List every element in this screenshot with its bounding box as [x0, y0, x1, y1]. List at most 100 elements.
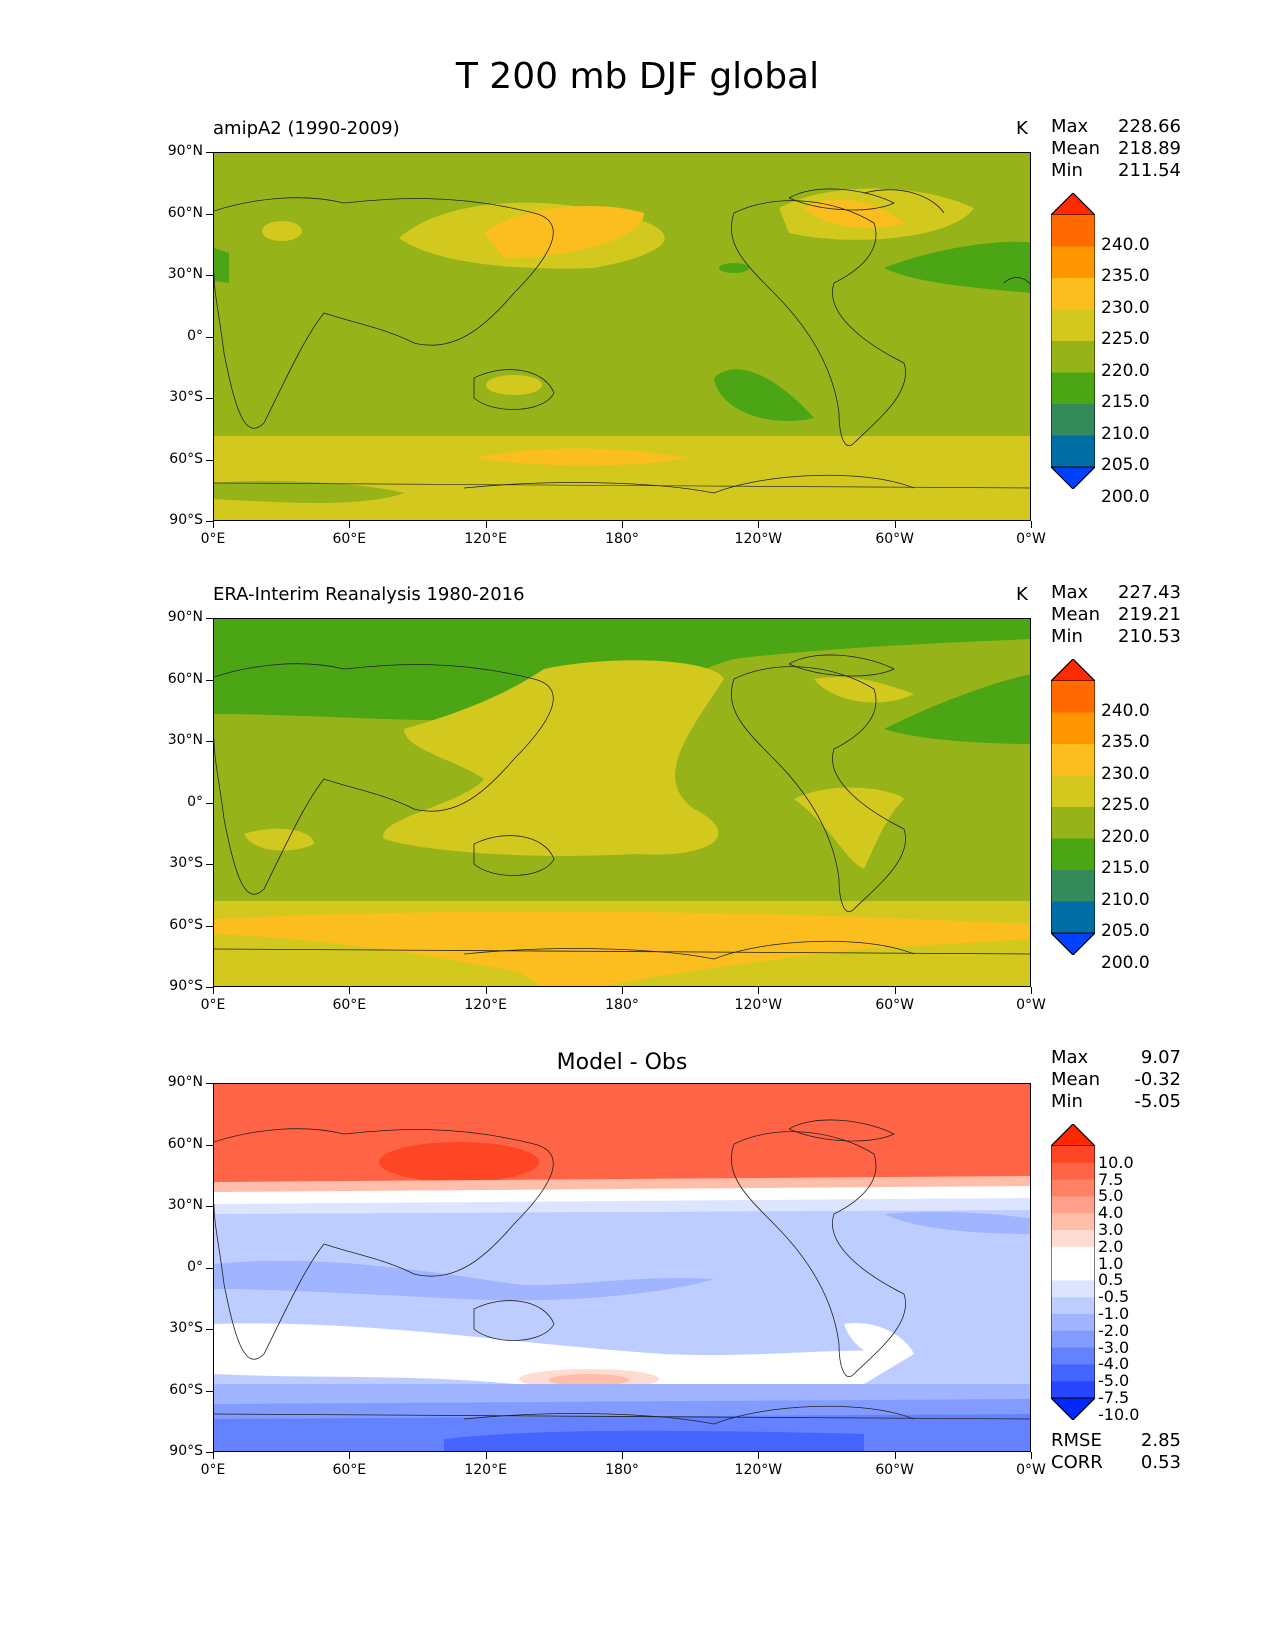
colorbar-segment: [1051, 681, 1095, 713]
colorbar-label: 210.0: [1101, 423, 1150, 444]
x-tick-label: 180°: [605, 531, 639, 547]
colorbar-segment: [1051, 1364, 1095, 1382]
y-tick-mark: [206, 1206, 213, 1207]
colorbar-label: 235.0: [1101, 732, 1150, 752]
colorbar-label: 210.0: [1101, 889, 1150, 910]
x-tick-label: 60°W: [875, 997, 914, 1013]
colorbar-segment: [1051, 1347, 1095, 1365]
x-tick-label: 60°E: [332, 1462, 367, 1478]
y-tick-label: 0°: [187, 1258, 203, 1275]
x-tick-label: 60°E: [332, 997, 367, 1013]
x-tick-mark: [758, 987, 760, 994]
colorbar-segment: [1051, 372, 1095, 405]
colorbar-segment: [1051, 870, 1095, 902]
colorbar-segment: [1051, 435, 1095, 468]
x-tick-label: 120°E: [464, 997, 507, 1013]
y-tick-label: 90°N: [167, 1074, 203, 1090]
y-tick-mark: [206, 1083, 213, 1084]
colorbar-extend-bottom: [1051, 1397, 1095, 1420]
colorbar-label: 220.0: [1101, 826, 1150, 847]
x-tick-mark: [622, 521, 623, 528]
stats-box: Max 9.07 Mean -0.32 Min -5.05: [1051, 1047, 1181, 1113]
stat-max: 227.43: [1118, 582, 1181, 603]
y-tick-label: 60°S: [169, 1381, 203, 1398]
colorbar-label: 205.0: [1101, 455, 1150, 475]
colorbar-diff: [1051, 1124, 1095, 1420]
colorbar-label: 3.0: [1098, 1220, 1124, 1239]
x-tick-label: 120°W: [734, 531, 783, 547]
colorbar-label: 5.0: [1098, 1186, 1124, 1206]
x-tick-label: 60°W: [875, 1462, 914, 1478]
y-tick-label: 90°N: [167, 609, 203, 625]
y-tick-label: 30°N: [167, 732, 203, 748]
colorbar-extend-top: [1051, 1124, 1095, 1147]
x-tick-label: 0°E: [200, 531, 226, 547]
colorbar-segment: [1051, 838, 1095, 871]
x-tick-mark: [622, 987, 623, 994]
y-tick-mark: [206, 1267, 213, 1269]
stat-mean: 219.21: [1118, 604, 1181, 625]
y-tick-label: 60°N: [167, 204, 203, 221]
x-tick-label: 120°E: [464, 531, 507, 547]
colorbar-segment: [1051, 1196, 1095, 1214]
colorbar-segment: [1051, 1146, 1095, 1164]
colorbar-segment: [1051, 1280, 1095, 1298]
x-tick-label: 0°W: [1016, 1462, 1046, 1478]
colorbar-segment: [1051, 246, 1095, 279]
y-tick-mark: [206, 1390, 213, 1392]
rmse-value: 2.85: [1140, 1430, 1181, 1451]
colorbar-label: 230.0: [1101, 763, 1150, 784]
x-tick-mark: [485, 1452, 487, 1459]
x-tick-mark: [1031, 987, 1032, 994]
units-label: K: [1016, 118, 1028, 139]
map-model-field: [214, 153, 1030, 520]
y-tick-label: 30°S: [169, 1320, 203, 1336]
y-tick-label: 90°N: [167, 143, 203, 159]
y-tick-label: 60°S: [169, 450, 203, 467]
rmse-label: RMSE: [1051, 1430, 1102, 1451]
y-tick-label: 30°N: [167, 266, 203, 282]
x-tick-label: 0°E: [200, 997, 226, 1013]
y-tick-mark: [206, 802, 213, 804]
x-tick-label: 60°W: [875, 531, 914, 547]
colorbar-label: 205.0: [1101, 921, 1150, 941]
stat-label: Mean: [1051, 604, 1101, 625]
stat-mean: 218.89: [1118, 138, 1181, 159]
colorbar-segment: [1051, 1263, 1095, 1281]
colorbar-extend-top: [1051, 659, 1095, 682]
y-tick-label: 60°N: [167, 1135, 203, 1152]
stats-box: Max 227.43 Mean 219.21 Min 210.53: [1051, 582, 1181, 648]
map-diff-field: [214, 1084, 1030, 1451]
stats-box: Max 228.66 Mean 218.89 Min 211.54: [1051, 116, 1181, 182]
colorbar-label: 10.0: [1098, 1152, 1134, 1172]
y-tick-mark: [206, 618, 213, 619]
colorbar-segment: [1051, 1213, 1095, 1231]
colorbar-label: -2.0: [1098, 1320, 1130, 1340]
colorbar-label: -5.0: [1098, 1371, 1130, 1391]
x-tick-mark: [349, 521, 351, 528]
x-tick-mark: [213, 987, 214, 994]
x-tick-label: 0°E: [200, 1462, 226, 1478]
y-tick-mark: [206, 521, 213, 522]
colorbar-segment: [1051, 744, 1095, 776]
colorbar-label: 225.0: [1101, 795, 1150, 815]
colorbar-segment: [1051, 404, 1095, 436]
stat-label: Mean: [1051, 138, 1101, 159]
x-tick-mark: [349, 1452, 351, 1459]
colorbar-segment: [1051, 1246, 1095, 1265]
x-tick-label: 180°: [605, 997, 639, 1013]
y-tick-label: 0°: [187, 327, 203, 344]
error-stats: RMSE 2.85 CORR 0.53: [1051, 1430, 1181, 1474]
stat-min: 211.54: [1118, 160, 1181, 181]
y-tick-label: 60°S: [169, 916, 203, 933]
colorbar-label: 225.0: [1101, 329, 1150, 349]
y-tick-label: 90°S: [169, 512, 203, 528]
x-tick-mark: [485, 521, 487, 528]
colorbar-segment: [1051, 901, 1095, 934]
stat-label: Min: [1051, 1091, 1083, 1112]
x-tick-mark: [622, 1452, 623, 1459]
colorbar-segment: [1051, 309, 1095, 342]
colorbar-segment: [1051, 775, 1095, 808]
y-tick-label: 60°N: [167, 670, 203, 687]
colorbar-label: 215.0: [1101, 858, 1150, 878]
